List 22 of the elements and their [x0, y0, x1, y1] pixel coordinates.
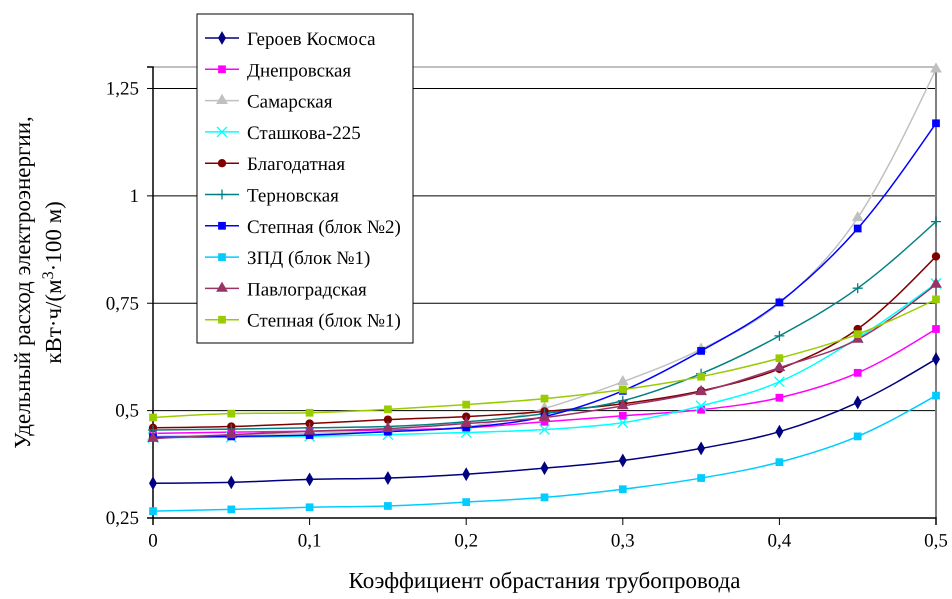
legend-label: Героев Космоса: [247, 29, 376, 50]
legend-label: Благодатная: [247, 154, 346, 176]
legend-label: Днепровская: [247, 60, 352, 82]
x-tick-label: 0,5: [924, 530, 948, 552]
y-tick-label: 0,25: [106, 508, 139, 530]
legend-label: ЗПД (блок №1): [247, 248, 370, 270]
legend-label: Сташкова-225: [247, 122, 361, 144]
legend-label: Павлоградская: [247, 279, 368, 300]
y-tick-label: 0,75: [106, 293, 139, 314]
y-tick-label: 1: [130, 186, 139, 207]
x-tick-label: 0,3: [610, 530, 635, 552]
legend-label: Терновская: [247, 186, 340, 206]
legend-label: Самарская: [247, 92, 333, 113]
y-tick-label: 1,25: [106, 78, 139, 100]
legend-label: Степная (блок №2): [247, 216, 401, 238]
x-tick-label: 0: [148, 530, 158, 552]
x-tick-label: 0,1: [298, 530, 322, 552]
x-tick-label: 0,2: [454, 530, 478, 552]
x-tick-label: 0,4: [768, 530, 792, 552]
x-axis-title: Коэффициент обрастания трубопровода: [348, 568, 740, 593]
y-tick-label: 0,5: [115, 400, 139, 422]
legend-label: Степная (блок №1): [247, 310, 401, 332]
